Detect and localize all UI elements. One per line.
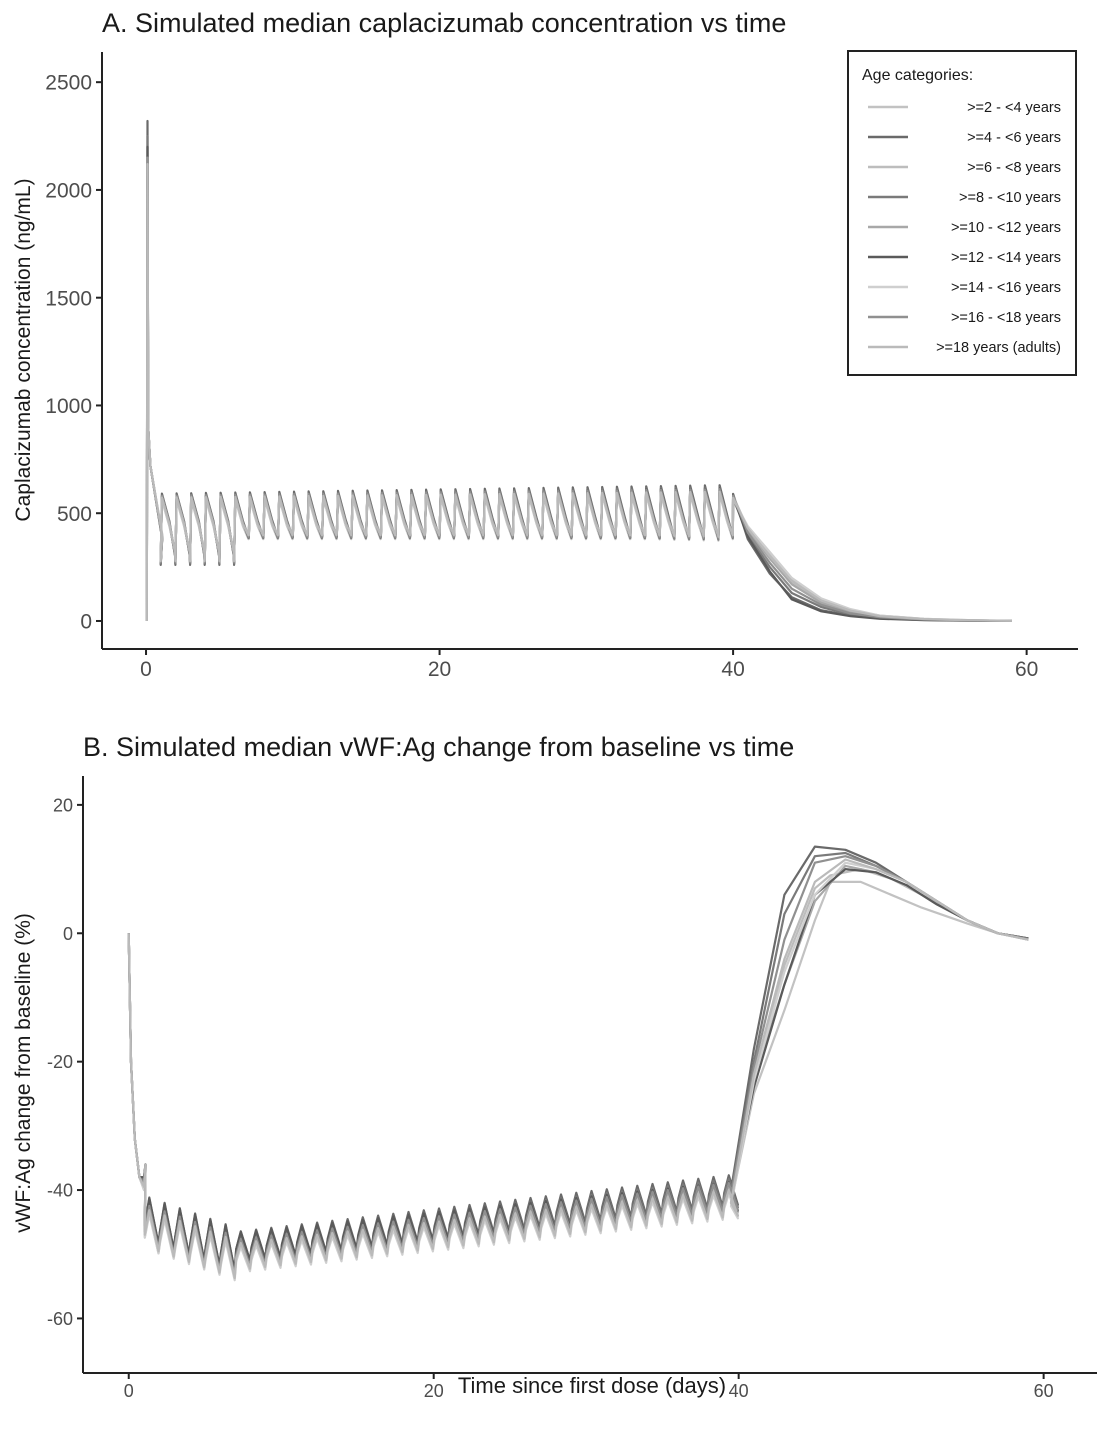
panel-a-x-tick-label: 60 <box>1015 658 1038 681</box>
panel-a-y-ticks: 0 500 1000 1500 2000 2500 <box>45 72 102 634</box>
panel-b-y-tick-label: -60 <box>47 1309 73 1329</box>
panel-b-series-line-9 <box>127 858 1029 1280</box>
panel-a-x-tick-label: 40 <box>721 658 744 681</box>
panel-a-y-tick-label: 2500 <box>45 72 92 95</box>
legend-label-9: >=18 years (adults) <box>936 340 1061 356</box>
panel-b-series-line-7 <box>127 861 1029 1282</box>
panel-a-y-tick-label: 1500 <box>45 287 92 310</box>
panel-b-x-ticks: 0 20 40 60 <box>124 1373 1054 1401</box>
panel-b-y-axis-label: vWF:Ag change from baseline (%) <box>12 913 35 1233</box>
panel-b-plot-area <box>127 845 1029 1282</box>
legend-label-5: >=10 - <12 years <box>951 220 1061 236</box>
panel-a-y-tick-label: 500 <box>57 503 92 526</box>
panel-b-y-tick-label: -20 <box>47 1052 73 1072</box>
panel-b-x-tick-label: 0 <box>124 1381 134 1401</box>
legend-label-8: >=16 - <18 years <box>951 310 1061 326</box>
panel-a-x-ticks: 0 20 40 60 <box>140 649 1038 681</box>
panel-b-x-tick-label: 60 <box>1034 1381 1054 1401</box>
panel-a-x-tick-label: 0 <box>140 658 152 681</box>
panel-a: A. Simulated median caplacizumab concent… <box>12 8 1078 681</box>
panel-a-y-tick-label: 0 <box>80 611 92 634</box>
legend-items: >=2 - <4 years >=4 - <6 years >=6 - <8 yea… <box>868 100 1061 356</box>
panel-b: B. Simulated median vWF:Ag change from b… <box>12 732 1097 1401</box>
legend-label-3: >=6 - <8 years <box>967 160 1061 176</box>
panel-a-series-line-9 <box>145 163 1013 622</box>
panel-b-x-tick-label: 40 <box>729 1381 749 1401</box>
panel-b-y-tick-label: 20 <box>53 795 73 815</box>
legend-box <box>847 50 1077 376</box>
panel-a-plot-area <box>145 119 1013 622</box>
panel-a-y-axis-label: Caplacizumab concentration (ng/mL) <box>12 178 35 521</box>
legend-label-4: >=8 - <10 years <box>959 190 1061 206</box>
panel-b-y-tick-label: 0 <box>63 924 73 944</box>
panel-a-y-tick-label: 1000 <box>45 395 92 418</box>
legend-label-2: >=4 - <6 years <box>967 130 1061 146</box>
panel-b-y-ticks: -60 -40 -20 0 20 <box>47 795 83 1329</box>
legend-label-6: >=12 - <14 years <box>951 250 1061 266</box>
legend: Age categories: >=2 - <4 years >=4 - <6 y… <box>847 50 1077 376</box>
legend-title: Age categories: <box>862 67 973 84</box>
panel-b-y-tick-label: -40 <box>47 1181 73 1201</box>
panel-a-x-tick-label: 20 <box>428 658 451 681</box>
panel-a-title: A. Simulated median caplacizumab concent… <box>102 8 786 38</box>
legend-label-1: >=2 - <4 years <box>967 100 1061 116</box>
panel-b-title: B. Simulated median vWF:Ag change from b… <box>83 732 794 762</box>
panel-b-x-tick-label: 20 <box>424 1381 444 1401</box>
legend-label-7: >=14 - <16 years <box>951 280 1061 296</box>
panel-a-y-tick-label: 2000 <box>45 179 92 202</box>
panel-b-x-axis-label: Time since first dose (days) <box>458 1373 726 1398</box>
